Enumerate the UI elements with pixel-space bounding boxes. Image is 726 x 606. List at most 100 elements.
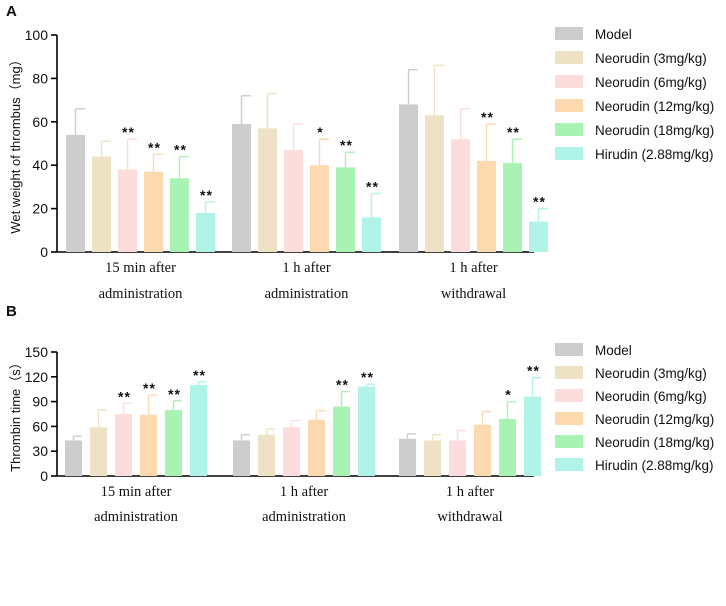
significance-mark: ** [366, 178, 379, 194]
y-tick-label: 80 [32, 70, 48, 86]
category-label: withdrawal [437, 509, 502, 525]
bar [333, 406, 350, 476]
significance-mark: ** [481, 109, 494, 125]
y-axis-label: Thrombin time（s） [8, 356, 23, 472]
bar [118, 169, 137, 252]
bar [284, 150, 303, 252]
legend-swatch [555, 51, 583, 64]
significance-mark: ** [361, 369, 374, 385]
bar [503, 163, 522, 252]
bar [424, 440, 441, 476]
bar [232, 123, 251, 252]
y-tick-label: 120 [25, 369, 49, 385]
legend-swatch [555, 27, 583, 40]
bar [115, 414, 132, 476]
bar [474, 424, 491, 476]
bar [308, 419, 325, 476]
legend-label: Neorudin (6mg/kg) [595, 389, 707, 404]
legend: Model Neorudin (3mg/kg) Neorudin (6mg/kg) N… [555, 27, 714, 162]
category-label: administration [94, 509, 179, 525]
significance-mark: * [317, 124, 323, 140]
category-label: administration [99, 286, 184, 302]
bar [524, 396, 541, 476]
legend-swatch [555, 123, 583, 136]
panel-a: A Wet weight of thrombus（mg） 0 20 40 60 80 100 *… [6, 3, 714, 302]
legend-swatch [555, 458, 583, 471]
legend-label: Model [595, 343, 632, 358]
bar [170, 178, 189, 252]
y-tick-label: 90 [32, 394, 48, 410]
bar [310, 165, 329, 252]
bar [399, 104, 418, 252]
legend-label: Neorudin (12mg/kg) [595, 412, 714, 427]
significance-mark: ** [174, 142, 187, 158]
category-label: 1 h after [280, 484, 328, 500]
bar [529, 221, 548, 252]
bar [358, 386, 375, 476]
legend-label: Neorudin (18mg/kg) [595, 123, 714, 138]
bar [336, 167, 355, 252]
y-tick-label: 60 [32, 114, 48, 130]
legend-label: Neorudin (3mg/kg) [595, 51, 707, 66]
bar [165, 409, 182, 476]
y-tick-label: 60 [32, 418, 48, 434]
bar [258, 434, 275, 476]
legend-swatch [555, 147, 583, 160]
bar [258, 128, 277, 252]
y-tick-label: 20 [32, 201, 48, 217]
y-tick-label: 100 [25, 27, 49, 43]
significance-mark: ** [200, 187, 213, 203]
bar [499, 418, 516, 476]
significance-mark: ** [507, 124, 520, 140]
bar [196, 212, 215, 252]
y-axis-label: Wet weight of thrombus（mg） [8, 53, 23, 233]
bar [65, 440, 82, 476]
category-label: 15 min after [101, 484, 172, 500]
y-tick-label: 0 [40, 468, 48, 484]
significance-mark: ** [143, 380, 156, 396]
significance-mark: ** [168, 386, 181, 402]
legend-swatch [555, 412, 583, 425]
category-label: administration [262, 509, 347, 525]
category-label: 15 min after [105, 260, 176, 276]
bar [425, 115, 444, 252]
significance-mark: ** [122, 124, 135, 140]
legend-label: Model [595, 27, 632, 42]
bar [92, 156, 111, 252]
y-tick-label: 40 [32, 157, 48, 173]
legend-label: Hirudin (2.88mg/kg) [595, 458, 714, 473]
legend-swatch [555, 389, 583, 402]
legend-swatch [555, 366, 583, 379]
category-label: withdrawal [441, 286, 506, 302]
significance-mark: ** [148, 139, 161, 155]
category-label: 1 h after [446, 484, 494, 500]
y-tick-label: 150 [25, 344, 49, 360]
legend-label: Hirudin (2.88mg/kg) [595, 147, 714, 162]
bar [233, 440, 250, 476]
legend-label: Neorudin (6mg/kg) [595, 75, 707, 90]
panel-label: A [6, 3, 17, 20]
bar [399, 438, 416, 476]
legend-label: Neorudin (18mg/kg) [595, 435, 714, 450]
significance-mark: ** [336, 377, 349, 393]
category-label: 1 h after [282, 260, 330, 276]
legend-swatch [555, 75, 583, 88]
significance-mark: ** [118, 388, 131, 404]
significance-mark: * [505, 387, 511, 403]
y-tick-label: 0 [40, 244, 48, 260]
panel-label: B [6, 303, 17, 320]
bar [362, 217, 381, 252]
legend-label: Neorudin (3mg/kg) [595, 366, 707, 381]
y-tick-label: 30 [32, 443, 48, 459]
bar [66, 134, 85, 252]
bar [190, 385, 207, 476]
category-label: administration [265, 286, 350, 302]
legend-swatch [555, 343, 583, 356]
legend-label: Neorudin (12mg/kg) [595, 99, 714, 114]
significance-mark: ** [340, 137, 353, 153]
bar [140, 414, 157, 476]
legend-swatch [555, 435, 583, 448]
bar [451, 139, 470, 252]
